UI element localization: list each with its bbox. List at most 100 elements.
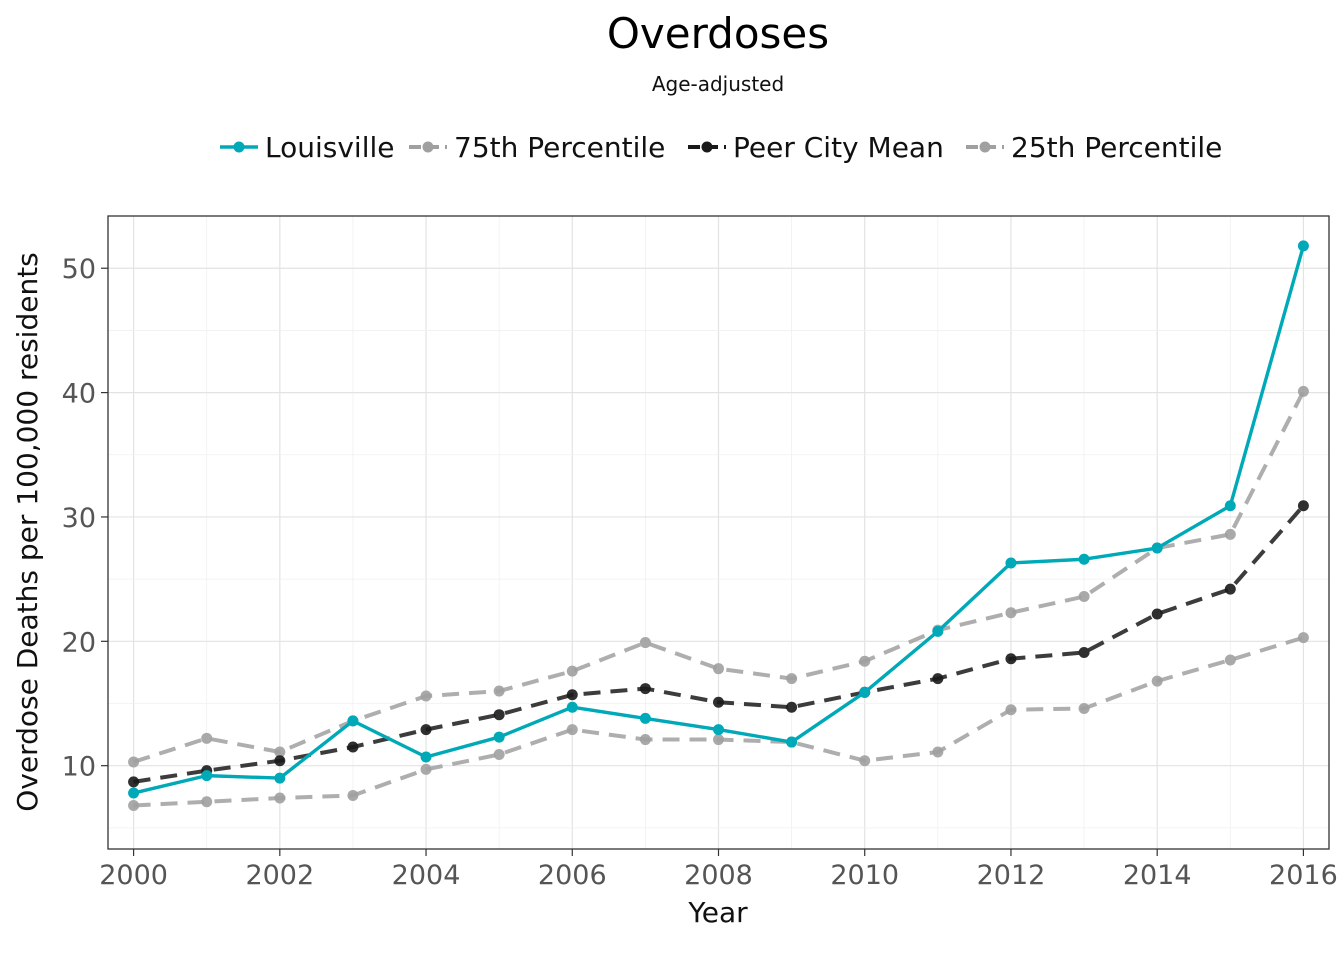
data-point [420,724,432,736]
data-point [1297,240,1309,252]
legend-item: Peer City Mean [688,131,944,164]
x-tick-label: 2000 [99,860,168,891]
data-point [420,763,432,775]
data-point [1297,385,1309,397]
data-point [1005,607,1017,619]
data-point [493,731,505,743]
chart-subtitle: Age-adjusted [652,72,784,96]
data-point [566,724,578,736]
data-point [932,673,944,685]
chart-title: Overdoses [607,9,829,58]
series-louisville [128,240,1309,799]
y-tick-label: 40 [62,379,96,410]
series-line [132,390,1306,764]
data-point [274,746,286,758]
data-point [713,663,724,675]
legend-label: Peer City Mean [733,131,944,164]
data-point [493,748,505,760]
data-point [1078,553,1090,565]
data-point [1005,704,1017,716]
x-tick-label: 2010 [830,860,899,891]
x-tick-label: 2014 [1123,860,1192,891]
legend-key-point [979,141,991,153]
data-point [1005,557,1017,569]
data-point [1297,500,1309,512]
data-point [1224,500,1236,512]
legend-item: 25th Percentile [966,131,1222,164]
data-point [932,625,944,637]
data-point [1224,528,1236,540]
data-point [493,709,505,721]
data-point [786,736,798,748]
legend-item: Louisville [220,131,395,164]
data-point [859,655,871,667]
legend: Louisville 75th Percentile Peer City Mean 2… [220,131,1222,164]
data-point [347,741,359,753]
data-point [566,689,578,701]
data-point [1151,675,1163,687]
data-point [713,696,724,708]
data-point [201,770,213,782]
data-point [274,755,286,767]
data-point [639,683,651,695]
data-point [639,637,651,649]
data-point [1078,591,1090,603]
data-point [566,701,578,713]
legend-key-point [233,141,245,153]
data-point [1078,702,1090,714]
data-point [859,686,871,698]
y-tick-label: 10 [62,752,96,783]
data-point [713,724,724,736]
y-axis: 10 20 30 40 50 [62,254,108,783]
legend-key-point [701,141,713,153]
x-tick-label: 2004 [392,860,461,891]
data-point [128,776,140,788]
data-point [420,751,432,763]
x-tick-label: 2002 [245,860,314,891]
data-point [1224,583,1236,595]
data-point [347,715,359,727]
data-point [274,772,286,784]
x-tick-label: 2012 [977,860,1046,891]
data-point [1297,632,1309,644]
data-point [859,755,871,767]
data-point [639,734,651,746]
data-point [274,792,286,804]
data-point [201,796,213,808]
x-tick-label: 2008 [684,860,753,891]
data-point [639,712,651,724]
data-point [201,732,213,744]
data-point [786,701,798,713]
data-point [713,734,724,746]
x-axis: 2000 2002 2004 2006 2008 2010 2012 2014 2016 [99,849,1338,891]
data-point [1151,608,1163,620]
data-point [1224,654,1236,666]
series-25th-percentile [128,632,1309,811]
y-tick-label: 20 [62,627,96,658]
data-point [1078,647,1090,659]
legend-item: 75th Percentile [409,131,665,164]
data-point [932,746,944,758]
data-point [128,756,140,768]
data-point [786,673,798,685]
data-point [347,790,359,802]
y-axis-title: Overdose Deaths per 100,000 residents [11,252,44,812]
data-point [420,690,432,702]
legend-key-point [422,141,434,153]
x-tick-label: 2016 [1269,860,1338,891]
y-tick-label: 30 [62,503,96,534]
legend-label: Louisville [265,131,395,164]
data-point [128,799,140,811]
data-point [1005,653,1017,665]
legend-label: 25th Percentile [1011,131,1222,164]
y-tick-label: 50 [62,254,96,285]
x-tick-label: 2006 [538,860,607,891]
legend-label: 75th Percentile [454,131,665,164]
data-point [566,665,578,677]
x-axis-title: Year [687,896,748,929]
data-point [128,787,140,799]
series-layer [128,240,1309,811]
data-point [1151,542,1163,554]
data-point [493,685,505,697]
